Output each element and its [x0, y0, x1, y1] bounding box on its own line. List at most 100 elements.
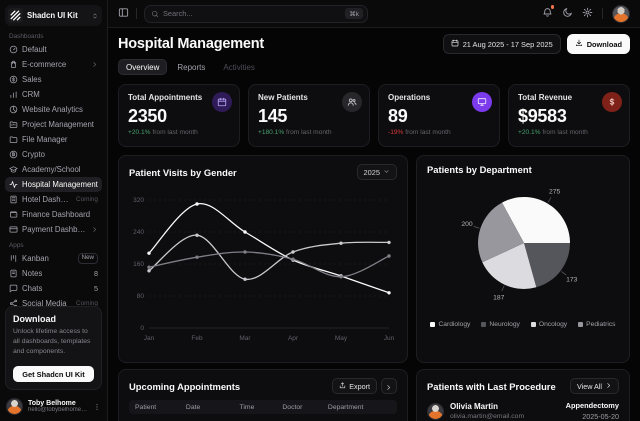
sidebar-item-hotel-dashboard[interactable]: Hotel DashboardComing	[5, 192, 102, 207]
search-input[interactable]	[163, 9, 342, 18]
sidebar-item-hospital-management[interactable]: Hospital Management	[5, 177, 102, 192]
sidebar-item-label: Payment Dashboard	[22, 225, 87, 234]
sidebar-item-academy-school[interactable]: Academy/School	[5, 162, 102, 177]
pie-slice-pediatrics	[478, 202, 524, 263]
column-header-date: Date	[179, 400, 234, 414]
patients-last-procedure-card: Patients with Last Procedure View All Ol…	[415, 369, 630, 421]
sidebar-item-sales[interactable]: Sales	[5, 72, 102, 87]
user-menu[interactable]: Toby Belhome hello@tobybelhome.com	[5, 396, 102, 415]
theme-toggle-button[interactable]	[562, 6, 573, 21]
badge-dollar-icon	[9, 75, 18, 84]
sidebar-section-label: Dashboards	[9, 33, 44, 40]
sidebar-toggle-button[interactable]	[118, 6, 129, 21]
chevrons-up-down-icon	[91, 12, 99, 20]
svg-text:320: 320	[133, 197, 144, 204]
pie-label-line	[501, 285, 505, 292]
stat-delta: +20.1%	[128, 129, 151, 136]
stat-delta-text: +20.1% from last month	[518, 129, 588, 136]
sidebar-item-crypto[interactable]: Crypto	[5, 147, 102, 162]
year-select[interactable]: 2025	[356, 164, 397, 180]
settings-button[interactable]	[582, 6, 593, 21]
pie-value-label: 275	[549, 188, 561, 195]
svg-text:Feb: Feb	[191, 335, 203, 342]
sidebar-nav: Dashboards Default E-commerce Sales CRM Websi…	[5, 28, 102, 306]
panel-left-icon	[118, 6, 129, 21]
tab-activities: Activities	[215, 59, 263, 75]
sidebar-item-website-analytics[interactable]: Website Analytics	[5, 102, 102, 117]
topbar-divider	[602, 8, 603, 19]
stat-card-operations: Operations 89 -19% from last month	[378, 84, 500, 147]
next-page-button[interactable]	[380, 378, 397, 394]
notifications-button[interactable]	[542, 5, 554, 21]
sidebar-item-badge: Coming	[75, 300, 98, 306]
appointment-actions-cell	[384, 414, 397, 421]
line-chart-svg: 0 80 160 240 320 Jan Feb Mar Apr May Jun	[133, 197, 394, 342]
pie-label-line	[473, 226, 480, 229]
chevron-right-icon	[605, 382, 612, 391]
appointment-row: John Swift2023-06-0110:00 AMDr. SmithCar…	[129, 414, 397, 421]
export-icon	[339, 381, 346, 391]
patient-visits-line-chart: 0 80 160 240 320 Jan Feb Mar Apr May Jun	[129, 182, 397, 349]
stat-delta: +20.1%	[518, 129, 541, 136]
legend-label: Pediatrics	[586, 321, 616, 328]
gear-icon	[582, 6, 593, 21]
sidebar-item-social-media[interactable]: Social Media Coming	[5, 296, 102, 306]
sidebar-item-kanban[interactable]: Kanban New	[5, 251, 102, 266]
patients-by-department-card: Patients by Department 275 173 187 200 Card…	[415, 155, 630, 363]
patient-meta: Olivia Martin olivia.martin@email.com	[450, 402, 524, 420]
sidebar-item-finance-dashboard[interactable]: Finance Dashboard	[5, 207, 102, 222]
share-icon	[9, 299, 18, 306]
sidebar-item-e-commerce[interactable]: E-commerce	[5, 57, 102, 72]
sidebar-item-label: Social Media	[22, 299, 67, 306]
appointment-cell: 2023-06-01	[180, 414, 234, 421]
sidebar-item-project-management[interactable]: Project Management	[5, 117, 102, 132]
pie-value-label: 173	[566, 276, 578, 283]
sidebar-item-label: File Manager	[22, 135, 68, 144]
get-shadcn-ui-kit-button[interactable]: Get Shadcn UI Kit	[13, 366, 94, 382]
bitcoin-icon	[9, 150, 18, 159]
patient-visits-card: Patient Visits by Gender 2025 0 80 160 240 3…	[118, 155, 408, 363]
view-all-button[interactable]: View All	[569, 378, 619, 394]
tab-reports[interactable]: Reports	[169, 59, 213, 75]
bar-chart-icon	[9, 90, 18, 99]
download-icon	[575, 39, 583, 49]
export-button[interactable]: Export	[332, 378, 377, 394]
sidebar-item-label: Finance Dashboard	[22, 210, 91, 219]
column-header-patient: Patient	[129, 400, 180, 414]
sidebar-item-payment-dashboard[interactable]: Payment Dashboard	[5, 222, 102, 237]
workspace-switcher[interactable]: Shadcn UI Kit	[5, 5, 102, 26]
legend-item-cardiology: Cardiology	[430, 321, 470, 328]
stat-delta-text: +180.1% from last month	[258, 129, 332, 136]
stat-delta: -19%	[388, 129, 404, 136]
svg-text:May: May	[335, 335, 348, 342]
appointment-cell: Cardiology	[322, 414, 384, 421]
download-card: Download Unlock lifetime access to all d…	[5, 305, 102, 390]
sidebar-item-badge: 8	[94, 269, 98, 278]
sidebar-item-crm[interactable]: CRM	[5, 87, 102, 102]
date-range-button[interactable]: 21 Aug 2025 - 17 Sep 2025	[442, 34, 561, 54]
download-card-title: Download	[13, 313, 56, 324]
column-header-doctor: Doctor	[276, 400, 322, 414]
sidebar-item-label: CRM	[22, 90, 40, 99]
legend-label: Oncology	[538, 321, 568, 328]
folder-kanban-icon	[9, 120, 18, 129]
patients-list: Olivia Martin olivia.martin@email.com Appe…	[426, 401, 619, 421]
sidebar-item-label: Project Management	[22, 120, 94, 129]
sidebar-item-file-manager[interactable]: File Manager	[5, 132, 102, 147]
tab-overview[interactable]: Overview	[118, 59, 168, 75]
page-tabs: Overview Reports Activities	[118, 59, 630, 75]
svg-text:0: 0	[140, 325, 144, 332]
notebook-icon	[9, 269, 18, 278]
topbar-avatar[interactable]	[612, 4, 630, 23]
column-header-actions	[383, 400, 397, 414]
sidebar-item-chats[interactable]: Chats 5	[5, 281, 102, 296]
column-header-time: Time	[233, 400, 277, 414]
sidebar-item-notes[interactable]: Notes 8	[5, 266, 102, 281]
patient-procedure-date: 2025-05-20	[582, 412, 619, 421]
sidebar-item-label: Sales	[22, 75, 42, 84]
pie-legend: Cardiology Neurology Oncology Pediatrics	[427, 321, 619, 328]
sidebar-item-default[interactable]: Default	[5, 42, 102, 57]
download-button[interactable]: Download	[566, 34, 630, 54]
sidebar-item-badge: Coming	[75, 196, 98, 203]
